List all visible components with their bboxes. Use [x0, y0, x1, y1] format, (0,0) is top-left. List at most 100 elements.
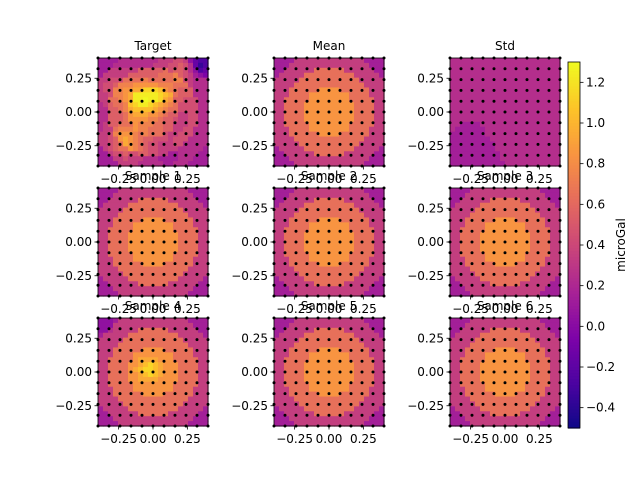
heatmap-cell: [339, 281, 345, 287]
heatmap-cell: [505, 266, 511, 273]
heatmap-cell: [183, 342, 189, 349]
heatmap-cell: [354, 87, 360, 93]
station-point: [327, 132, 331, 136]
heatmap-cell: [374, 357, 380, 363]
heatmap-cell: [374, 367, 380, 373]
station-point: [481, 110, 485, 114]
heatmap-cell: [349, 161, 355, 167]
heatmap-cell: [364, 126, 370, 133]
heatmap-cell: [515, 77, 521, 84]
heatmap-cell: [113, 222, 119, 228]
heatmap-cell: [284, 192, 290, 199]
heatmap-cell: [158, 161, 164, 167]
heatmap-cell: [349, 62, 355, 69]
heatmap-cell: [329, 251, 335, 258]
heatmap-cell: [329, 202, 335, 209]
heatmap-cell: [309, 62, 315, 69]
heatmap-cell: [329, 357, 335, 363]
heatmap-cell: [520, 266, 526, 273]
heatmap-cell: [319, 291, 325, 297]
heatmap-cell: [324, 112, 330, 118]
heatmap-cell: [203, 337, 209, 344]
heatmap-cell: [143, 116, 149, 123]
heatmap-cell: [339, 82, 345, 89]
heatmap-cell: [299, 411, 305, 417]
heatmap-cell: [133, 406, 139, 412]
heatmap-cell: [138, 281, 144, 287]
heatmap-cell: [324, 141, 330, 147]
heatmap-cell: [550, 136, 556, 143]
station-point: [129, 229, 133, 233]
station-point: [118, 99, 122, 103]
heatmap-cell: [128, 416, 134, 422]
heatmap-cell: [450, 322, 456, 329]
heatmap-cell: [359, 146, 365, 152]
heatmap-cell: [359, 136, 365, 143]
heatmap-cell: [198, 92, 204, 98]
heatmap-cell: [490, 67, 496, 74]
heatmap-cell: [158, 411, 164, 417]
heatmap-cell: [198, 102, 204, 108]
station-point: [327, 121, 331, 125]
heatmap-cell: [480, 102, 486, 108]
heatmap-cell: [274, 151, 280, 157]
station-point: [184, 67, 188, 71]
heatmap-cell: [339, 256, 345, 263]
heatmap-cell: [153, 67, 159, 74]
heatmap-cell: [540, 256, 546, 263]
heatmap-cell: [113, 421, 119, 427]
station-point: [492, 88, 496, 92]
heatmap-cell: [374, 376, 380, 383]
heatmap-cell: [470, 212, 476, 219]
station-point: [338, 88, 342, 92]
heatmap-cell: [153, 121, 159, 128]
station-point: [195, 240, 199, 244]
heatmap-cell: [309, 411, 315, 417]
heatmap-cell: [455, 146, 461, 152]
heatmap-cell: [153, 207, 159, 214]
heatmap-cell: [550, 276, 556, 282]
station-point: [338, 262, 342, 266]
heatmap-cell: [103, 97, 109, 103]
heatmap-cell: [113, 362, 119, 368]
heatmap-cell: [339, 396, 345, 403]
heatmap-cell: [465, 266, 471, 273]
heatmap-cell: [188, 421, 194, 427]
heatmap-cell: [279, 276, 285, 282]
heatmap-cell: [168, 376, 174, 383]
heatmap-cell: [284, 151, 290, 157]
heatmap-cell: [510, 222, 516, 228]
heatmap-cell: [193, 126, 199, 133]
heatmap-cell: [168, 276, 174, 282]
x-tick-label: 0.25: [350, 172, 377, 186]
heatmap-cell: [289, 227, 295, 233]
heatmap-cell: [500, 102, 506, 108]
heatmap-cell: [364, 242, 370, 248]
heatmap-cell: [465, 151, 471, 157]
station-point: [173, 99, 177, 103]
heatmap-cell: [555, 192, 561, 199]
heatmap-cell: [550, 58, 556, 64]
station-point: [360, 99, 364, 103]
heatmap-cell: [198, 381, 204, 388]
heatmap-cell: [379, 322, 385, 329]
heatmap-cell: [369, 222, 375, 228]
heatmap-cell: [294, 291, 300, 297]
y-tick-label: −0.25: [55, 139, 92, 153]
heatmap-cell: [349, 237, 355, 243]
heatmap-cell: [289, 77, 295, 84]
heatmap-cell: [324, 372, 330, 378]
heatmap-cell: [359, 212, 365, 219]
heatmap-cell: [143, 381, 149, 388]
x-tick-label: 0.25: [526, 172, 553, 186]
heatmap-cell: [319, 197, 325, 204]
heatmap-cell: [193, 246, 199, 253]
heatmap-cell: [178, 126, 184, 133]
heatmap-cell: [480, 72, 486, 79]
heatmap-cell: [344, 112, 350, 118]
heatmap-cell: [515, 271, 521, 277]
heatmap-cell: [284, 318, 290, 324]
heatmap-cell: [188, 347, 194, 353]
heatmap-cell: [490, 97, 496, 103]
heatmap-cell: [535, 291, 541, 297]
